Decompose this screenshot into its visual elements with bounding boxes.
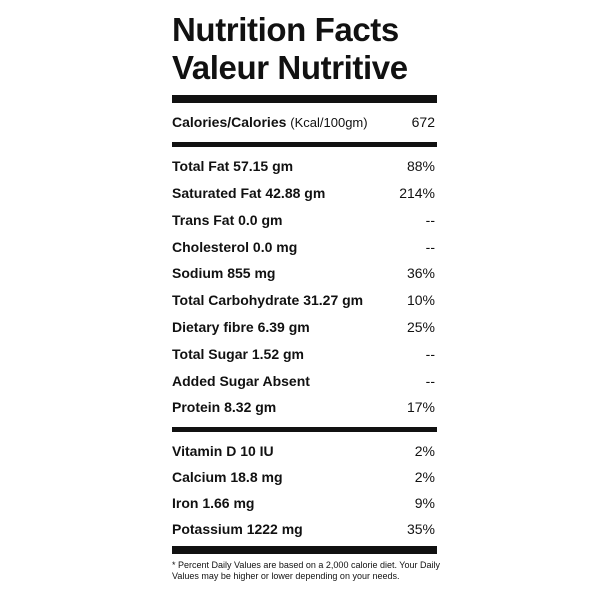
vitamin-dv: 2% [414, 469, 435, 485]
vitamin-dv: 9% [414, 495, 435, 511]
nutrient-label: Dietary fibre 6.39 gm [172, 319, 310, 335]
vitamins-divider [172, 427, 437, 432]
nutrition-label: Nutrition Facts Valeur Nutritive Calorie… [152, 0, 457, 610]
vitamin-row: Vitamin D 10 IU 2% [172, 440, 437, 462]
calories-label-text: Calories/Calories [172, 114, 287, 130]
vitamin-label: Calcium 18.8 mg [172, 469, 283, 485]
nutrient-dv: 36% [406, 265, 435, 281]
nutrient-row: Trans Fat 0.0 gm -- [172, 209, 437, 231]
title-english: Nutrition Facts [172, 11, 399, 48]
vitamin-row: Calcium 18.8 mg 2% [172, 466, 437, 488]
nutrient-row: Saturated Fat 42.88 gm 214% [172, 182, 437, 204]
nutrient-label: Added Sugar Absent [172, 373, 310, 389]
nutrient-dv: -- [425, 373, 435, 389]
nutrient-row: Total Fat 57.15 gm 88% [172, 155, 437, 177]
nutrient-dv: -- [425, 212, 435, 228]
vitamin-dv: 2% [414, 443, 435, 459]
nutrient-dv: 17% [406, 399, 435, 415]
calories-divider [172, 142, 437, 147]
nutrient-label: Total Fat 57.15 gm [172, 158, 294, 174]
nutrient-dv: 25% [406, 319, 435, 335]
top-divider [172, 95, 437, 103]
nutrient-row: Cholesterol 0.0 mg -- [172, 236, 437, 258]
nutrient-row: Added Sugar Absent -- [172, 370, 437, 392]
nutrient-dv: 88% [406, 158, 435, 174]
title-french: Valeur Nutritive [172, 49, 408, 86]
nutrient-dv: -- [425, 239, 435, 255]
nutrient-dv: 214% [399, 185, 435, 201]
daily-value-footnote: * Percent Daily Values are based on a 2,… [172, 560, 440, 581]
nutrient-row: Sodium 855 mg 36% [172, 262, 437, 284]
nutrient-label: Cholesterol 0.0 mg [172, 239, 298, 255]
vitamin-row: Potassium 1222 mg 35% [172, 518, 437, 540]
nutrient-row: Total Carbohydrate 31.27 gm 10% [172, 289, 437, 311]
calories-value: 672 [411, 114, 435, 130]
nutrient-row: Total Sugar 1.52 gm -- [172, 343, 437, 365]
nutrient-dv: 10% [406, 292, 435, 308]
nutrient-label: Trans Fat 0.0 gm [172, 212, 283, 228]
vitamin-dv: 35% [406, 521, 435, 537]
calories-unit: (Kcal/100gm) [290, 115, 368, 130]
nutrient-row: Dietary fibre 6.39 gm 25% [172, 316, 437, 338]
nutrient-label: Sodium 855 mg [172, 265, 276, 281]
vitamin-row: Iron 1.66 mg 9% [172, 492, 437, 514]
calories-row: Calories/Calories (Kcal/100gm) 672 [172, 111, 437, 133]
nutrient-label: Protein 8.32 gm [172, 399, 277, 415]
nutrient-label: Saturated Fat 42.88 gm [172, 185, 326, 201]
bottom-divider [172, 546, 437, 554]
vitamin-label: Iron 1.66 mg [172, 495, 255, 511]
nutrient-label: Total Sugar 1.52 gm [172, 346, 304, 362]
vitamin-label: Potassium 1222 mg [172, 521, 303, 537]
calories-label: Calories/Calories (Kcal/100gm) [172, 114, 368, 130]
nutrient-label: Total Carbohydrate 31.27 gm [172, 292, 364, 308]
vitamin-label: Vitamin D 10 IU [172, 443, 274, 459]
nutrient-row: Protein 8.32 gm 17% [172, 396, 437, 418]
nutrient-dv: -- [425, 346, 435, 362]
